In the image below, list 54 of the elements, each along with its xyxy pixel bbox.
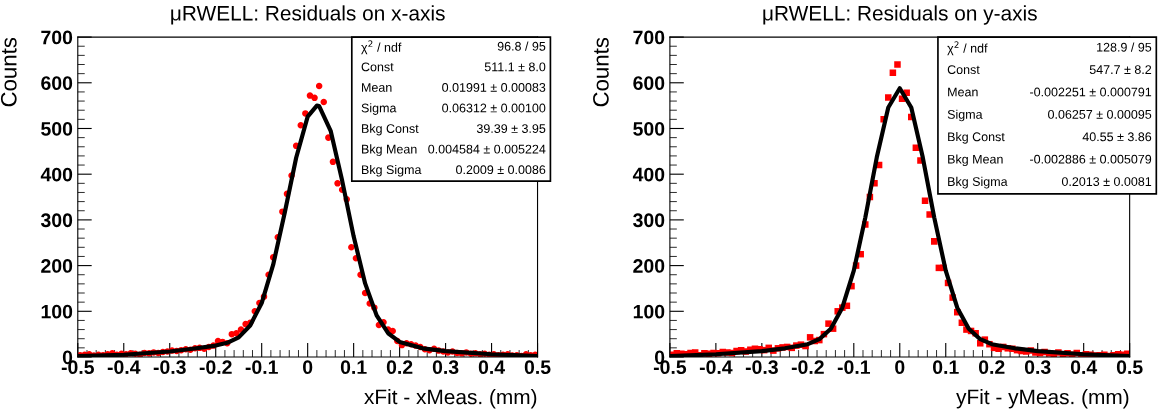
y-tick-label: 200 bbox=[41, 259, 73, 273]
y-tick-label: 600 bbox=[41, 76, 73, 91]
chart-title: μRWELL: Residuals on x-axis bbox=[171, 5, 445, 25]
y-tick-label: 100 bbox=[633, 304, 665, 319]
annotation: Bkg Mean 0.004584 ± 0.005224 bbox=[362, 144, 546, 157]
x-tick-label: 0.5 bbox=[1116, 360, 1143, 375]
x-tick-label: 0.1 bbox=[340, 360, 367, 375]
x-tick-label: -0.2 bbox=[199, 360, 232, 375]
y-tick-label: 600 bbox=[633, 76, 665, 91]
x-tick-label: -0.1 bbox=[245, 360, 278, 375]
x-tick-label: -0.4 bbox=[699, 360, 733, 375]
y-axis-title: Counts bbox=[593, 37, 609, 107]
y-tick-label: 700 bbox=[41, 30, 73, 45]
x-tick-label: 0.3 bbox=[432, 360, 459, 375]
x-axis-title: yFit - yMeas. (mm) bbox=[956, 389, 1129, 409]
text: Bkg Const 39.39 ± 3.95 bbox=[362, 123, 546, 136]
y-tick-label: 700 bbox=[633, 30, 665, 45]
text: Mean 0.01991 ± 0.00083 bbox=[362, 83, 546, 92]
text: Bkg Sigma 0.2013 ± 0.0081 bbox=[948, 176, 1152, 189]
y-tick-label: 200 bbox=[633, 259, 665, 273]
text: χ$^{2}$ / ndf 96.8 / 95 bbox=[361, 40, 546, 55]
chart-title: μRWELL: Residuals on y-axis bbox=[763, 5, 1037, 25]
y-tick-label: 400 bbox=[40, 167, 73, 182]
y-tick-label: 100 bbox=[41, 304, 73, 319]
x-tick-label: -0.4 bbox=[107, 360, 141, 375]
x-tick-label: -0.1 bbox=[837, 360, 871, 375]
x-axis-title: xFit - xMeas. (mm) bbox=[364, 389, 537, 409]
x-tick-label: -0.3 bbox=[745, 360, 778, 375]
x-tick-label: -0.2 bbox=[791, 360, 824, 375]
x-tick-label: 0.5 bbox=[524, 360, 551, 375]
text: Mean -0.002251 ± 0.000791 bbox=[948, 87, 1152, 97]
x-tick-label: 0.4 bbox=[1070, 360, 1098, 375]
y-tick-label: 500 bbox=[633, 121, 665, 136]
x-tick-label: 0 bbox=[895, 360, 905, 375]
text: Bkg Mean -0.002886 ± 0.005079 bbox=[948, 154, 1152, 167]
text: Const 547.7 ± 8.2 bbox=[947, 65, 1152, 75]
x-tick-label: 0.4 bbox=[478, 360, 505, 375]
y-tick-label: 500 bbox=[41, 121, 73, 136]
text: χ$^{2}$ / ndf 128.9 / 95 bbox=[947, 41, 1152, 56]
y-axis-title: Counts bbox=[0, 37, 17, 107]
x-tick-label: 0.2 bbox=[978, 360, 1005, 375]
x-tick-label: 0 bbox=[303, 360, 313, 375]
y-tick-label: 400 bbox=[632, 167, 665, 182]
text: Bkg Const 40.55 ± 3.86 bbox=[948, 132, 1152, 144]
text: Sigma 0.06257 ± 0.00095 bbox=[947, 109, 1152, 122]
x-tick-label: 0.1 bbox=[933, 360, 959, 375]
x-tick-label: -0.3 bbox=[153, 360, 186, 375]
y-tick-label: 300 bbox=[633, 213, 665, 228]
y-tick-label: 300 bbox=[40, 213, 73, 228]
text: Bkg Sigma 0.2009 ± 0.0086 bbox=[362, 164, 546, 177]
text: Const 511.1 ± 8.0 bbox=[361, 62, 546, 72]
x-tick-label: 0.2 bbox=[386, 360, 413, 375]
x-tick-label: 0.3 bbox=[1024, 360, 1051, 375]
text: Sigma 0.06312 ± 0.00100 bbox=[361, 103, 546, 115]
